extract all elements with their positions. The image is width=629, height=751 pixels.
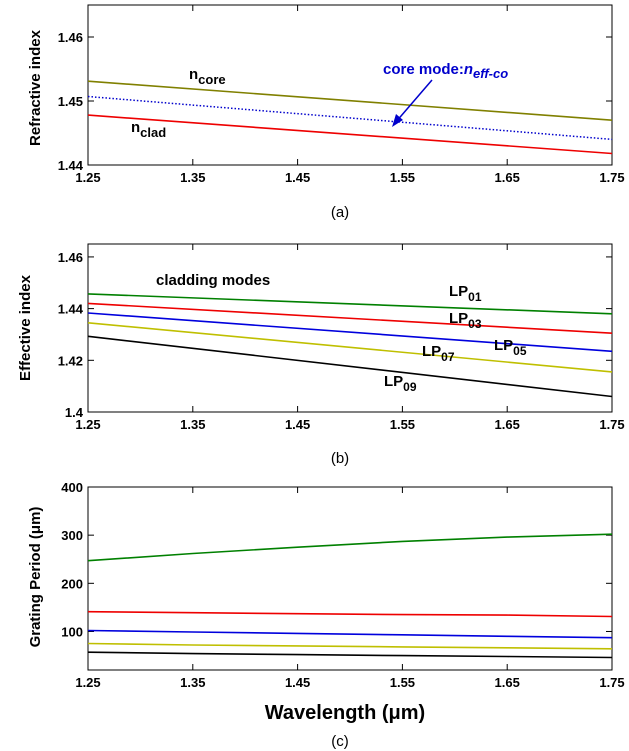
panel-b-ytick-label: 1.46	[58, 250, 83, 265]
panel-c-ytick-label: 100	[61, 624, 83, 639]
panel-c-series-line-2	[87, 610, 613, 618]
panel-c-xtick-label: 1.55	[390, 675, 415, 690]
panel-c-ytick-label: 400	[61, 480, 83, 495]
panel-a-xtick-label: 1.65	[495, 170, 520, 185]
panel-b-cladding-modes-label: cladding modes	[156, 272, 270, 289]
panel-a: 1.25 1.35 1.45 1.55 1.65 1.75 1.44 1.45 1.46 Ref…	[27, 4, 625, 221]
panel-b-xtick-label: 1.25	[75, 417, 100, 432]
panel-b-series-line-1	[87, 293, 613, 315]
panel-c: 1.25 1.35 1.45 1.55 1.65 1.75 100 200 300 400 Gra…	[27, 480, 625, 750]
panel-b-series-line-3	[87, 312, 613, 353]
panel-c-series-line-1	[87, 533, 613, 562]
panel-c-axes-box	[87, 486, 613, 671]
panel-a-xtick-label: 1.55	[390, 170, 415, 185]
panel-a-ylabel: Refractive index	[27, 29, 44, 146]
panel-a-xtick-label: 1.25	[75, 170, 100, 185]
panel-b: 1.25 1.35 1.45 1.55 1.65 1.751.41.421.441.46 …	[17, 243, 625, 467]
panel-b-caption: (b)	[331, 450, 349, 467]
panel-c-xtick-label: 1.25	[75, 675, 100, 690]
panel-a-caption: (a)	[331, 204, 349, 221]
panel-c-xtick-label: 1.45	[285, 675, 310, 690]
panel-b-ytick-label: 1.44	[58, 302, 84, 317]
panel-a-series-line-3	[87, 114, 613, 155]
panel-a-ytick-label: 1.45	[58, 94, 83, 109]
panel-c-series-line-3	[87, 629, 613, 639]
panel-b-series-line-2	[87, 302, 613, 334]
panel-a-ticks: 1.25 1.35 1.45 1.55 1.65 1.75 1.44 1.45 1.46	[58, 5, 625, 185]
panel-b-series-line-4	[87, 322, 613, 373]
panel-a-xtick-label: 1.75	[599, 170, 624, 185]
panel-a-ytick-label: 1.46	[58, 30, 83, 45]
panel-c-ylabel: Grating Period (μm)	[27, 507, 44, 648]
panel-b-ytick-label: 1.4	[65, 405, 84, 420]
panel-b-lp05-label: LP05	[494, 337, 527, 358]
panel-c-lines	[87, 533, 613, 659]
panel-a-arrowhead	[392, 114, 403, 127]
panel-c-series-line-5	[87, 651, 613, 659]
panel-c-xlabel: Wavelength (μm)	[265, 702, 425, 724]
panel-a-core-mode-label: core mode:neff-co	[383, 61, 508, 81]
panel-c-xtick-label: 1.35	[180, 675, 205, 690]
panel-a-axes-box	[87, 4, 613, 166]
panel-b-ytick-label: 1.42	[58, 353, 83, 368]
panel-b-lp03-label: LP03	[449, 310, 482, 331]
panel-a-series-line-1	[87, 80, 613, 121]
panel-b-xtick-label: 1.45	[285, 417, 310, 432]
panel-a-xtick-label: 1.45	[285, 170, 310, 185]
panel-b-series-line-5	[87, 335, 613, 398]
panel-c-ytick-label: 200	[61, 576, 83, 591]
panel-a-nclad-label: nclad	[131, 119, 166, 140]
panel-b-xtick-label: 1.55	[390, 417, 415, 432]
panel-c-series-line-4	[87, 642, 613, 650]
panel-c-xtick-label: 1.65	[495, 675, 520, 690]
panel-a-ytick-label: 1.44	[58, 158, 84, 173]
panel-b-xtick-label: 1.35	[180, 417, 205, 432]
panel-b-lp01-label: LP01	[449, 283, 482, 304]
panel-b-ticks: 1.25 1.35 1.45 1.55 1.65 1.75 1.4 1.42 1.44 1.46	[58, 244, 625, 432]
panel-b-xtick-label: 1.75	[599, 417, 624, 432]
panel-c-ticks: 1.25 1.35 1.45 1.55 1.65 1.75 100 200 300 400	[61, 480, 624, 690]
panel-a-lines	[87, 80, 613, 155]
panel-a-arrow	[394, 79, 433, 124]
panel-b-lp07-label: LP07	[422, 343, 455, 364]
panel-a-ncore-label: ncore	[189, 66, 226, 87]
panel-b-ylabel: Effective index	[17, 274, 34, 381]
panel-b-lines	[87, 293, 613, 398]
panel-a-xtick-label: 1.35	[180, 170, 205, 185]
panel-c-xtick-label: 1.75	[599, 675, 624, 690]
panel-a-series-line-2	[87, 95, 613, 141]
panel-b-lp09-label: LP09	[384, 373, 417, 394]
panel-b-xtick-label: 1.65	[495, 417, 520, 432]
panel-c-ytick-label: 300	[61, 528, 83, 543]
panel-c-caption: (c)	[331, 733, 349, 750]
